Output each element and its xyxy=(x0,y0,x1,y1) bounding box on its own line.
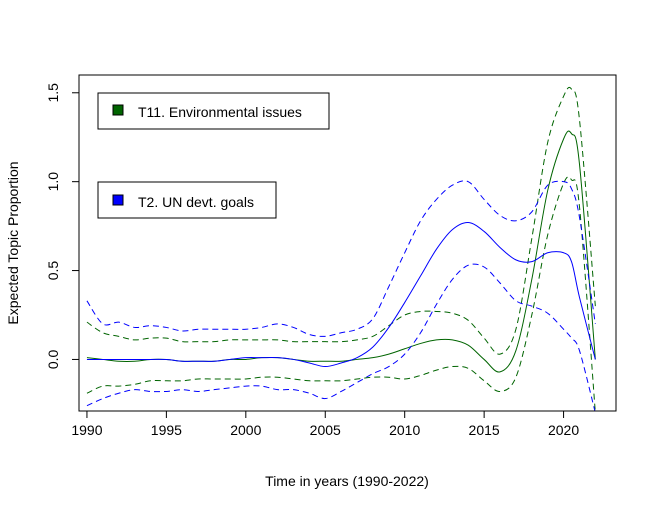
y-tick-label: 0.0 xyxy=(45,350,61,370)
legend-swatch xyxy=(112,104,124,116)
x-tick-label: 1995 xyxy=(151,422,182,438)
legend-label: T2. UN devt. goals xyxy=(138,194,254,210)
series-lines xyxy=(86,86,596,411)
y-axis-title: Expected Topic Proportion xyxy=(5,161,21,324)
y-tick-label: 1.5 xyxy=(45,83,61,103)
legend-environmental: T11. Environmental issues xyxy=(97,92,330,130)
plot-frame xyxy=(78,74,617,412)
series-environmental xyxy=(86,86,596,411)
legend-box xyxy=(97,181,277,219)
lower-ci-line xyxy=(86,176,596,411)
y-axis: 0.0 0.5 1.0 1.5 xyxy=(45,83,79,369)
x-tick-label: 2005 xyxy=(310,422,341,438)
x-tick-label: 1990 xyxy=(71,422,102,438)
y-tick-label: 1.0 xyxy=(45,172,61,192)
upper-ci-line xyxy=(86,180,596,337)
legend-box xyxy=(97,92,330,130)
x-axis-title: Time in years (1990-2022) xyxy=(265,473,429,489)
legend-swatch xyxy=(112,194,124,206)
x-tick-label: 2000 xyxy=(230,422,261,438)
legend-label: T11. Environmental issues xyxy=(138,104,302,120)
x-tick-label: 2010 xyxy=(389,422,420,438)
x-axis: 1990 1995 2000 2005 2010 2015 2020 xyxy=(71,411,579,438)
legend-un-goals: T2. UN devt. goals xyxy=(97,181,277,219)
mean-line xyxy=(86,222,596,368)
x-tick-label: 2020 xyxy=(548,422,579,438)
series-un-goals xyxy=(86,180,596,411)
upper-ci-line xyxy=(86,86,596,355)
x-tick-label: 2015 xyxy=(469,422,500,438)
mean-line xyxy=(86,130,596,373)
y-tick-label: 0.5 xyxy=(45,261,61,281)
lower-ci-line xyxy=(86,263,596,411)
